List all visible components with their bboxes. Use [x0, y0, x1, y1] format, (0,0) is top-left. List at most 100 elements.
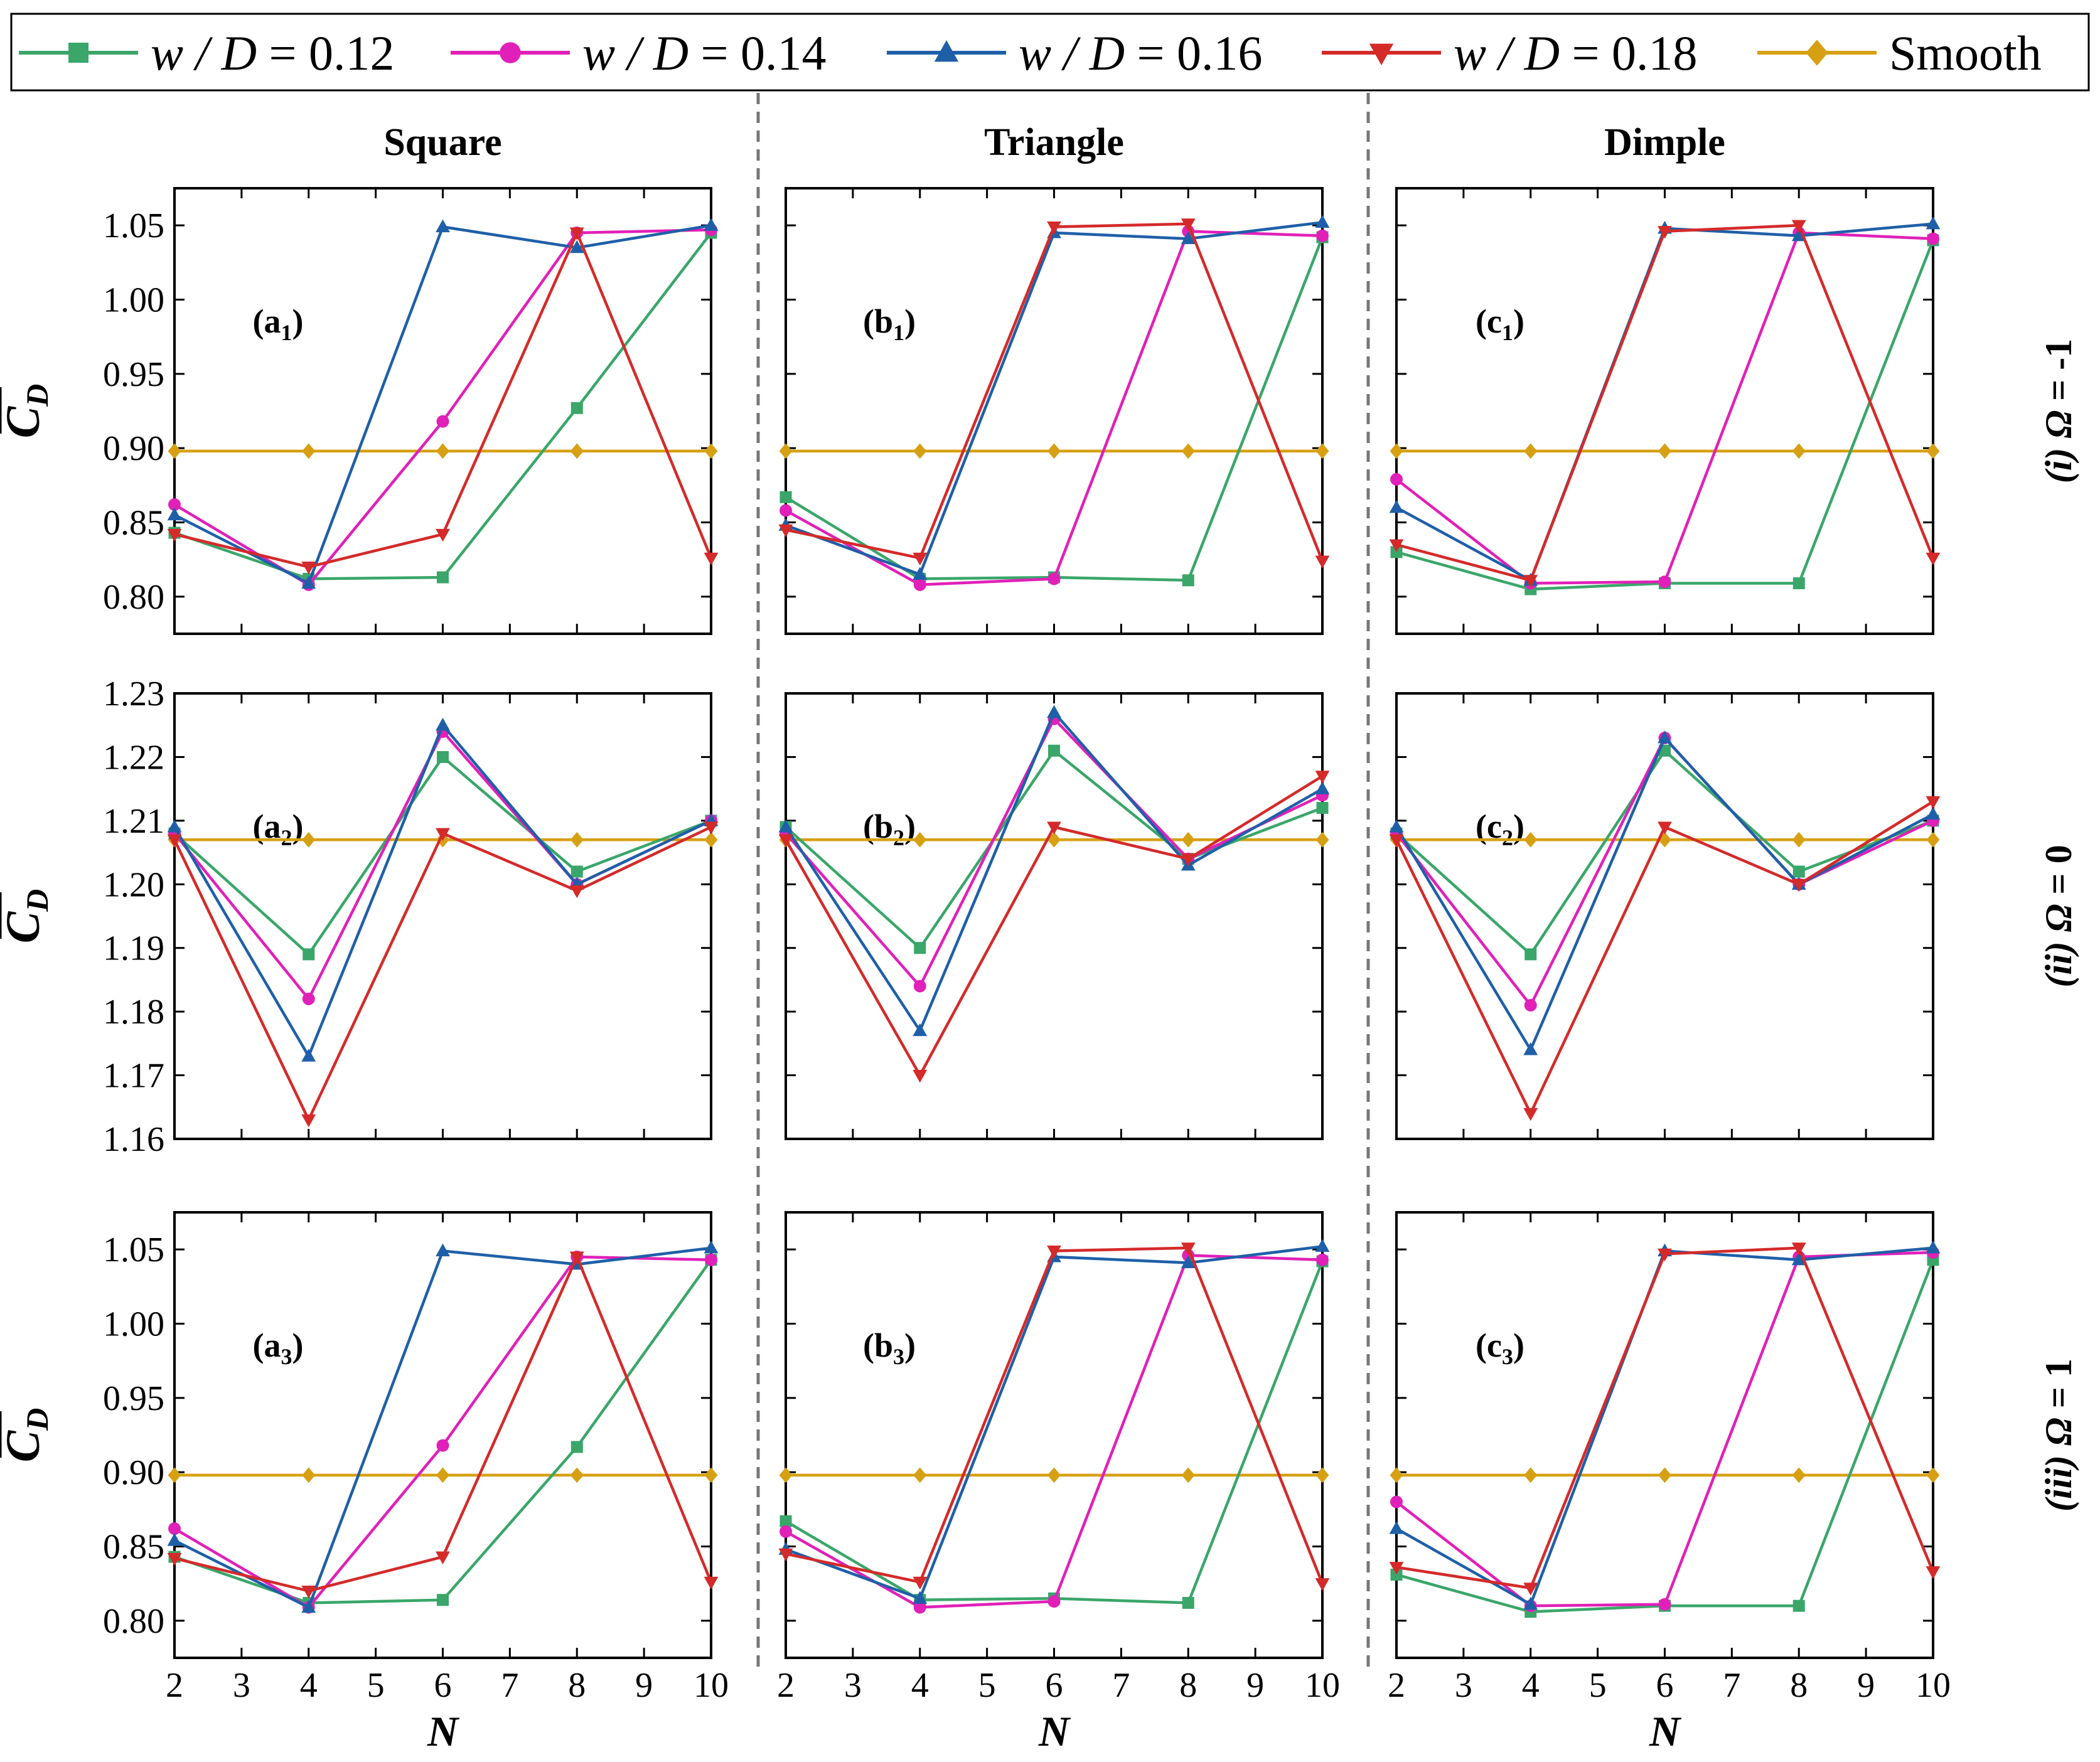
data-point: [1389, 1562, 1404, 1575]
data-point: [1926, 552, 1941, 566]
panel-label-close: ): [292, 808, 304, 845]
data-point: [168, 443, 181, 459]
row-label-symbol: Ω: [2038, 1418, 2079, 1446]
data-point: [436, 717, 450, 731]
data-point: [1792, 1599, 1805, 1612]
data-point: [1926, 1467, 1940, 1483]
data-point: [1658, 443, 1671, 459]
data-point: [436, 1243, 450, 1257]
panel-label-subscript: 2: [281, 825, 292, 850]
legend-marker-circle-icon: [500, 42, 521, 63]
data-point: [1523, 1596, 1538, 1610]
data-point: [301, 561, 316, 575]
series-w-d-0-18: [167, 227, 719, 575]
series-w-d-0-18: [778, 771, 1330, 1083]
data-point: [1791, 1252, 1806, 1266]
data-point: [1389, 834, 1404, 848]
x-tick-label: 4: [300, 1666, 318, 1705]
data-point: [1181, 443, 1195, 459]
row-label-symbol: Ω: [2038, 904, 2079, 932]
column-headers: Square Triangle Dimple: [383, 121, 1725, 164]
row-label-value: = 1: [2038, 1359, 2079, 1418]
x-tick-label: 9: [1246, 1666, 1264, 1705]
x-tick-label: 2: [166, 1666, 183, 1705]
data-point: [1315, 831, 1329, 848]
y-axis-label-subscript: D: [19, 384, 55, 407]
panel-label-subscript: 1: [1502, 320, 1513, 345]
data-point: [1316, 229, 1329, 242]
data-point: [779, 1515, 792, 1527]
series-w-d-0-18: [167, 1251, 719, 1599]
legend-label: Smooth: [1889, 26, 2042, 80]
data-point: [1791, 1242, 1806, 1256]
data-point: [1524, 1467, 1538, 1483]
plot-frame: [173, 1211, 712, 1659]
data-point: [1389, 499, 1404, 513]
legend-marker-triangle-down-icon: [1369, 43, 1394, 65]
x-tick-label: 7: [1723, 1666, 1740, 1705]
data-point: [1389, 1521, 1404, 1534]
row-label-2: (ii) Ω = 0: [2038, 845, 2079, 987]
y-axis-label-symbol: C: [0, 910, 50, 943]
data-point: [1791, 878, 1806, 892]
data-point: [1315, 1578, 1330, 1591]
panel-label-close: ): [1513, 808, 1524, 845]
panel-label-close: ): [904, 302, 916, 340]
data-point: [1315, 555, 1330, 569]
data-point: [704, 443, 718, 459]
y-axis-label: CD: [0, 889, 55, 944]
legend-label: w / D = 0.18: [1454, 26, 1698, 80]
y-tick-label: 0.90: [103, 1453, 164, 1492]
data-point: [779, 1525, 792, 1538]
legend: w / D = 0.12 w / D = 0.14 w / D = 0.16 w / …: [10, 13, 2090, 92]
panel-label-letter: (c: [1476, 1327, 1502, 1364]
series-smooth: [1390, 1467, 1940, 1483]
series-smooth: [168, 1467, 718, 1483]
panel-c2: (ii) Ω = 0 (c2): [1389, 692, 2079, 1140]
data-point: [704, 831, 718, 848]
data-point: [779, 1467, 793, 1483]
plot-frame: [1395, 1211, 1934, 1659]
y-tick-label: 0.80: [103, 1602, 164, 1641]
data-point: [1791, 220, 1806, 233]
data-point: [167, 1552, 182, 1566]
data-point: [1926, 216, 1941, 230]
data-point: [1389, 539, 1404, 552]
series-smooth: [779, 443, 1329, 459]
panel-label-letter: (b: [863, 1327, 893, 1364]
series-w-d-0-18: [1389, 1242, 1941, 1596]
data-point: [569, 1251, 584, 1264]
plot-frame: [1395, 692, 1934, 1140]
data-point: [167, 820, 182, 833]
panel-a2: 1.16 1.17 1.18 1.19 1.20 1.21 1.22 1.23 CD (a2): [0, 675, 719, 1159]
panel-label-close: ): [1513, 302, 1524, 340]
legend-label-symbol: w / D: [1454, 26, 1560, 80]
data-point: [1658, 1248, 1672, 1262]
plot-frame: [173, 692, 712, 1140]
data-point: [778, 820, 793, 833]
y-axis-label: CD: [0, 1408, 55, 1463]
data-point: [301, 1114, 316, 1128]
x-tick-label: 6: [434, 1666, 452, 1705]
panel-label: (b2): [863, 808, 916, 850]
data-point: [168, 1522, 181, 1535]
data-point: [913, 1467, 927, 1483]
data-point: [1658, 730, 1672, 744]
y-tick-label: 1.17: [103, 1057, 164, 1096]
series-w-d-0-18: [1389, 796, 1941, 1121]
data-point: [1927, 232, 1939, 245]
data-point: [1926, 831, 1940, 848]
row-label-symbol: Ω: [2038, 410, 2079, 439]
y-axis-label-text: CD: [0, 1408, 55, 1463]
data-point: [302, 443, 316, 459]
x-tick-label: 8: [1790, 1666, 1808, 1705]
y-axis-label-text: CD: [0, 889, 55, 944]
data-point: [1792, 577, 1805, 590]
data-point: [778, 524, 793, 538]
data-point: [302, 1467, 316, 1483]
x-axis-label: N: [427, 1707, 460, 1755]
x-axis: [785, 693, 1324, 1139]
data-point: [1182, 574, 1194, 587]
legend-label-value: = 0.18: [1560, 26, 1698, 80]
data-point: [1047, 1467, 1061, 1483]
